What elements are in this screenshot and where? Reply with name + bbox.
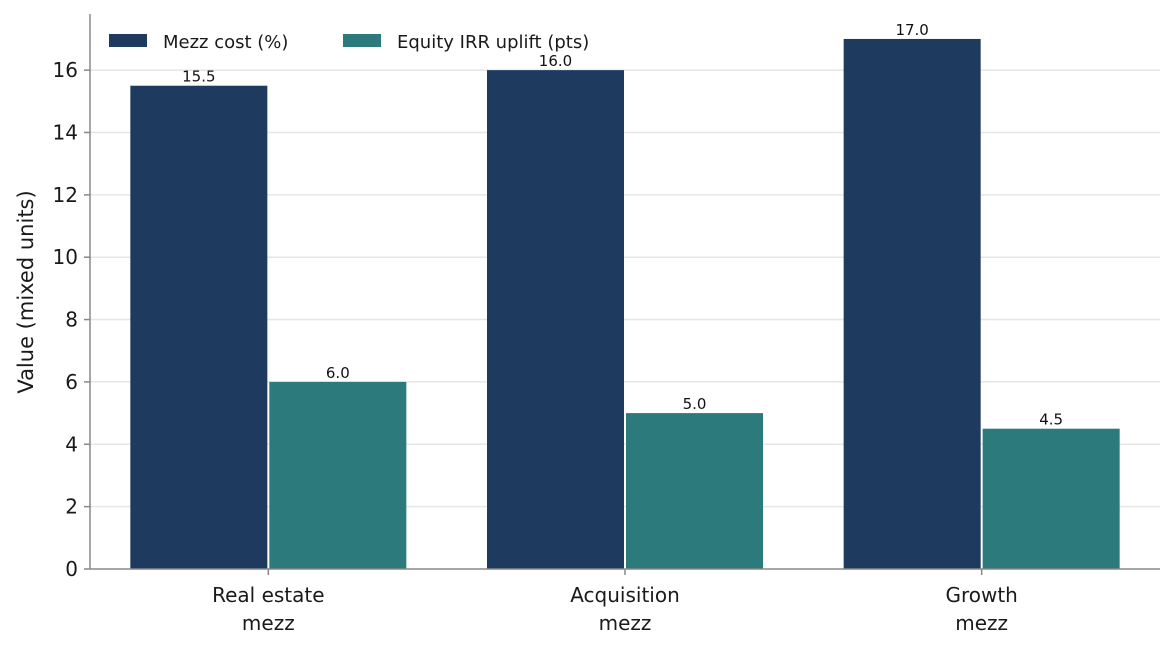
y-tick-label: 0	[65, 557, 78, 581]
bars: 15.5 6.0 16.0 5.0 17.0 4.5	[130, 21, 1120, 569]
bar	[626, 413, 763, 569]
y-tick-label: 14	[53, 120, 78, 144]
x-category-label: Growth	[945, 583, 1017, 607]
x-category-label: mezz	[242, 611, 295, 635]
bar	[487, 70, 624, 569]
legend: Mezz cost (%) Equity IRR uplift (pts)	[109, 32, 589, 53]
legend-label: Equity IRR uplift (pts)	[397, 32, 589, 53]
gridlines	[90, 69, 1160, 508]
x-category-label: Real estate	[212, 583, 324, 607]
y-tick-label: 12	[53, 183, 78, 207]
bar	[843, 38, 981, 569]
x-category-label: mezz	[599, 611, 652, 635]
y-axis-title: Value (mixed units)	[14, 190, 38, 393]
bar-value-label: 15.5	[182, 68, 215, 86]
y-ticks: 0 2 4 6 8 10 12 14 16	[53, 58, 90, 581]
bar	[982, 428, 1120, 569]
bar-value-label: 4.5	[1039, 411, 1063, 429]
bar-value-label: 5.0	[683, 395, 707, 413]
bar-value-label: 16.0	[539, 52, 572, 70]
bar	[269, 381, 407, 569]
y-tick-label: 6	[65, 370, 78, 394]
bar-value-label: 6.0	[326, 364, 350, 382]
y-tick-label: 8	[65, 308, 78, 332]
legend-label: Mezz cost (%)	[163, 32, 288, 53]
x-categories: Real estate mezz Acquisition mezz Growth mezz	[212, 569, 1018, 635]
bar	[130, 85, 268, 569]
x-category-label: mezz	[955, 611, 1008, 635]
legend-swatch	[343, 34, 381, 47]
y-tick-label: 10	[53, 245, 78, 269]
y-tick-label: 4	[65, 432, 78, 456]
y-tick-label: 2	[65, 495, 78, 519]
y-tick-label: 16	[53, 58, 78, 82]
bar-value-label: 17.0	[895, 21, 928, 39]
legend-swatch	[109, 34, 147, 47]
x-category-label: Acquisition	[570, 583, 680, 607]
